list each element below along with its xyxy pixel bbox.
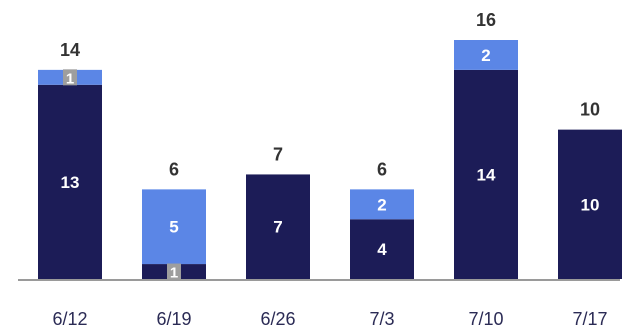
segment-value-label: 2: [377, 195, 386, 214]
segment-value-label: 5: [169, 218, 178, 237]
segment-value-label: 13: [61, 173, 80, 192]
bar-segment-1-6-12: [38, 84, 102, 279]
bar-total-label: 6: [377, 159, 387, 179]
x-tick-label: 7/17: [572, 309, 607, 329]
bar-total-label: 6: [169, 159, 179, 179]
x-tick-label: 6/26: [260, 309, 295, 329]
x-tick-label: 7/10: [468, 309, 503, 329]
bar-total-label: 7: [273, 144, 283, 164]
x-tick-label: 7/3: [369, 309, 394, 329]
segment-value-label: 10: [581, 195, 600, 214]
bar-segment-1-7-17: [558, 129, 622, 279]
segment-value-label: 7: [273, 218, 282, 237]
x-tick-label: 6/19: [156, 309, 191, 329]
bar-segment-1-7-3: [350, 219, 414, 279]
x-tick-label: 6/12: [52, 309, 87, 329]
x-tick-labels: 6/12 6/19 6/26 7/3 7/10 7/17: [52, 309, 607, 329]
bar-segment-2-7-10: [454, 40, 518, 70]
segment-value-label: 1: [66, 70, 74, 87]
bar-segment-2-6-19: [142, 189, 206, 265]
segment-label-badge: [63, 69, 77, 86]
bar-total-label: 10: [580, 100, 600, 120]
bar-segment-1-6-26: [246, 174, 310, 279]
segment-label-badge: [167, 263, 181, 280]
bar-segment-1-7-10: [454, 69, 518, 279]
segment-value-label: 1: [170, 265, 178, 282]
bar-total-label: 16: [476, 10, 496, 30]
bar-segment-2-7-3: [350, 189, 414, 220]
bars-layer: [38, 40, 622, 279]
segment-value-label: 14: [477, 165, 496, 184]
segment-value-label: 2: [481, 46, 490, 65]
bar-total-label: 14: [60, 40, 80, 60]
segment-value-label: 4: [377, 240, 387, 259]
